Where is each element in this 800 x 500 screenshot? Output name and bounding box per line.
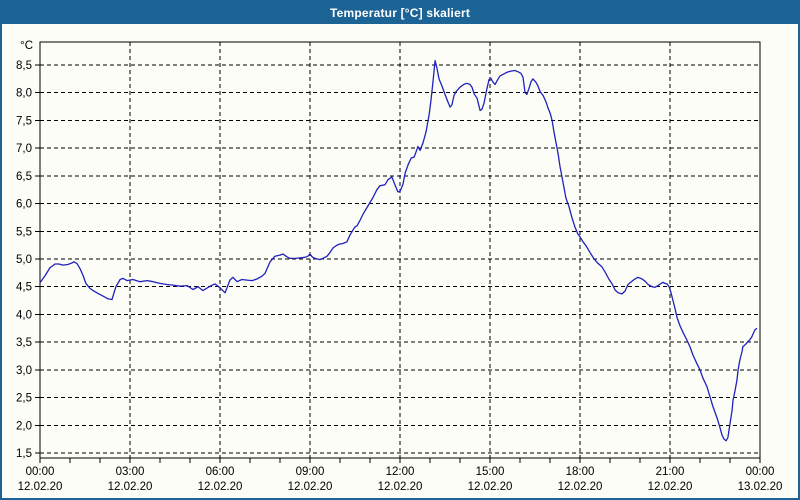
x-axis-labels: 00:00 12.02.20 03:00 12.02.20 06:00 12.02.20 0… xyxy=(18,466,783,493)
x-tick-date: 12.02.20 xyxy=(648,481,693,493)
x-tick-time: 12:00 xyxy=(386,466,415,478)
x-tick-date: 12.02.20 xyxy=(198,481,243,493)
x-tick-time: 00:00 xyxy=(746,466,775,478)
x-tick-date: 12.02.20 xyxy=(288,481,333,493)
svg-text:4,5: 4,5 xyxy=(16,282,32,294)
x-tick-date: 12.02.20 xyxy=(468,481,513,493)
x-tick-time: 00:00 xyxy=(26,466,55,478)
window-titlebar[interactable]: Temperatur [°C] skaliert xyxy=(2,2,798,24)
x-tick-time: 21:00 xyxy=(656,466,685,478)
svg-text:4,0: 4,0 xyxy=(16,309,32,321)
svg-text:7,5: 7,5 xyxy=(16,115,32,127)
svg-text:3,5: 3,5 xyxy=(16,337,32,349)
svg-text:7,0: 7,0 xyxy=(16,143,32,155)
x-tick-date: 13.02.20 xyxy=(738,481,783,493)
x-tick-time: 18:00 xyxy=(566,466,595,478)
temperature-chart: 8,5 8,0 7,5 7,0 6,5 6,0 5,5 5,0 4,5 4,0 3,5 3,0 2,5 2… xyxy=(16,40,783,493)
y-axis-unit-label: °C xyxy=(20,40,33,52)
x-tick-time: 09:00 xyxy=(296,466,325,478)
svg-text:1,5: 1,5 xyxy=(16,448,32,460)
x-tick-date: 12.02.20 xyxy=(378,481,423,493)
x-tick-date: 12.02.20 xyxy=(18,481,63,493)
y-axis-labels: 8,5 8,0 7,5 7,0 6,5 6,0 5,5 5,0 4,5 4,0 3,5 3,0 2,5 2… xyxy=(16,60,32,460)
x-tick-time: 03:00 xyxy=(116,466,145,478)
chart-area: 8,5 8,0 7,5 7,0 6,5 6,0 5,5 5,0 4,5 4,0 3,5 3,0 2,5 2… xyxy=(2,24,798,498)
svg-text:5,5: 5,5 xyxy=(16,226,32,238)
svg-text:6,0: 6,0 xyxy=(16,199,32,211)
svg-text:3,0: 3,0 xyxy=(16,365,32,377)
x-tick-date: 12.02.20 xyxy=(108,481,153,493)
svg-text:2,0: 2,0 xyxy=(16,420,32,432)
svg-text:6,5: 6,5 xyxy=(16,171,32,183)
temperature-line xyxy=(39,59,758,442)
svg-text:8,0: 8,0 xyxy=(16,88,32,100)
window-title: Temperatur [°C] skaliert xyxy=(329,6,471,20)
svg-text:8,5: 8,5 xyxy=(16,60,32,72)
x-tick-time: 06:00 xyxy=(206,466,235,478)
svg-text:5,0: 5,0 xyxy=(16,254,32,266)
svg-text:2,5: 2,5 xyxy=(16,393,32,405)
x-tick-date: 12.02.20 xyxy=(558,481,603,493)
x-tick-time: 15:00 xyxy=(476,466,505,478)
axis-ticks xyxy=(35,64,761,463)
gridlines xyxy=(40,42,760,458)
